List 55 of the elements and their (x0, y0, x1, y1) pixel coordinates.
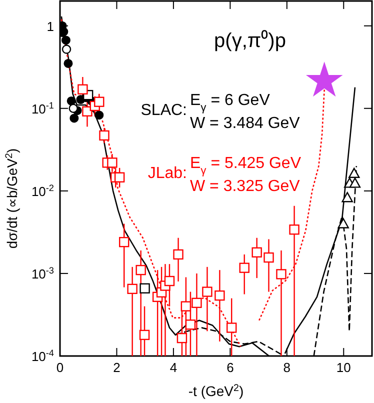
point (185, 320, 196, 330)
point (82, 106, 92, 116)
x-tick-label: 10 (336, 360, 351, 375)
point (338, 218, 349, 228)
point (70, 114, 79, 123)
x-axis-title: -t (GeV$^{2}$) (188, 382, 244, 399)
point (139, 330, 150, 340)
point (94, 110, 104, 120)
x-tick-label: 2 (113, 360, 120, 375)
point (99, 130, 110, 141)
point (214, 290, 225, 301)
point (68, 104, 78, 113)
point (127, 284, 138, 294)
point (180, 301, 192, 312)
point (264, 252, 274, 263)
point (349, 178, 361, 188)
point (348, 168, 360, 178)
point (289, 224, 300, 235)
annotation: W = 3.484 GeV (190, 115, 300, 132)
text: SLAC: (140, 102, 187, 119)
point (140, 283, 150, 294)
point (61, 36, 70, 45)
y-tick-label: 10$^{-3}$ (31, 265, 54, 282)
point (164, 276, 175, 286)
point (114, 172, 125, 182)
point (107, 158, 118, 168)
point (64, 58, 73, 68)
y-tick-label: 10$^{-1}$ (31, 100, 54, 116)
x-tick-label: 8 (283, 360, 291, 375)
y-tick-label: 10$^{-4}$ (31, 348, 54, 364)
point (62, 44, 72, 54)
series-label: JLab: (148, 165, 187, 182)
point (342, 192, 353, 202)
x-tick-label: 0 (56, 360, 64, 375)
annotation: E$_{γ}$ = 6 GeV (190, 92, 270, 114)
y-tick-label: 10$^{-2}$ (31, 182, 54, 199)
point (94, 96, 104, 107)
y-tick-label: 1 (46, 18, 54, 34)
point (276, 269, 286, 280)
annotation: E$_{γ}$ = 5.425 GeV (190, 155, 302, 177)
point (173, 249, 184, 260)
point (252, 247, 262, 258)
point (66, 96, 76, 106)
point (119, 236, 130, 248)
point (226, 322, 237, 333)
point (176, 332, 188, 344)
text: p(γ,π⁰)p (214, 29, 286, 52)
point (239, 262, 250, 273)
x-tick-label: 6 (226, 360, 234, 375)
x-tick-label: 4 (170, 360, 178, 375)
point (136, 264, 146, 276)
annotation: W = 3.325 GeV (190, 178, 300, 195)
point (192, 298, 202, 308)
point (202, 286, 212, 297)
point (78, 84, 88, 94)
